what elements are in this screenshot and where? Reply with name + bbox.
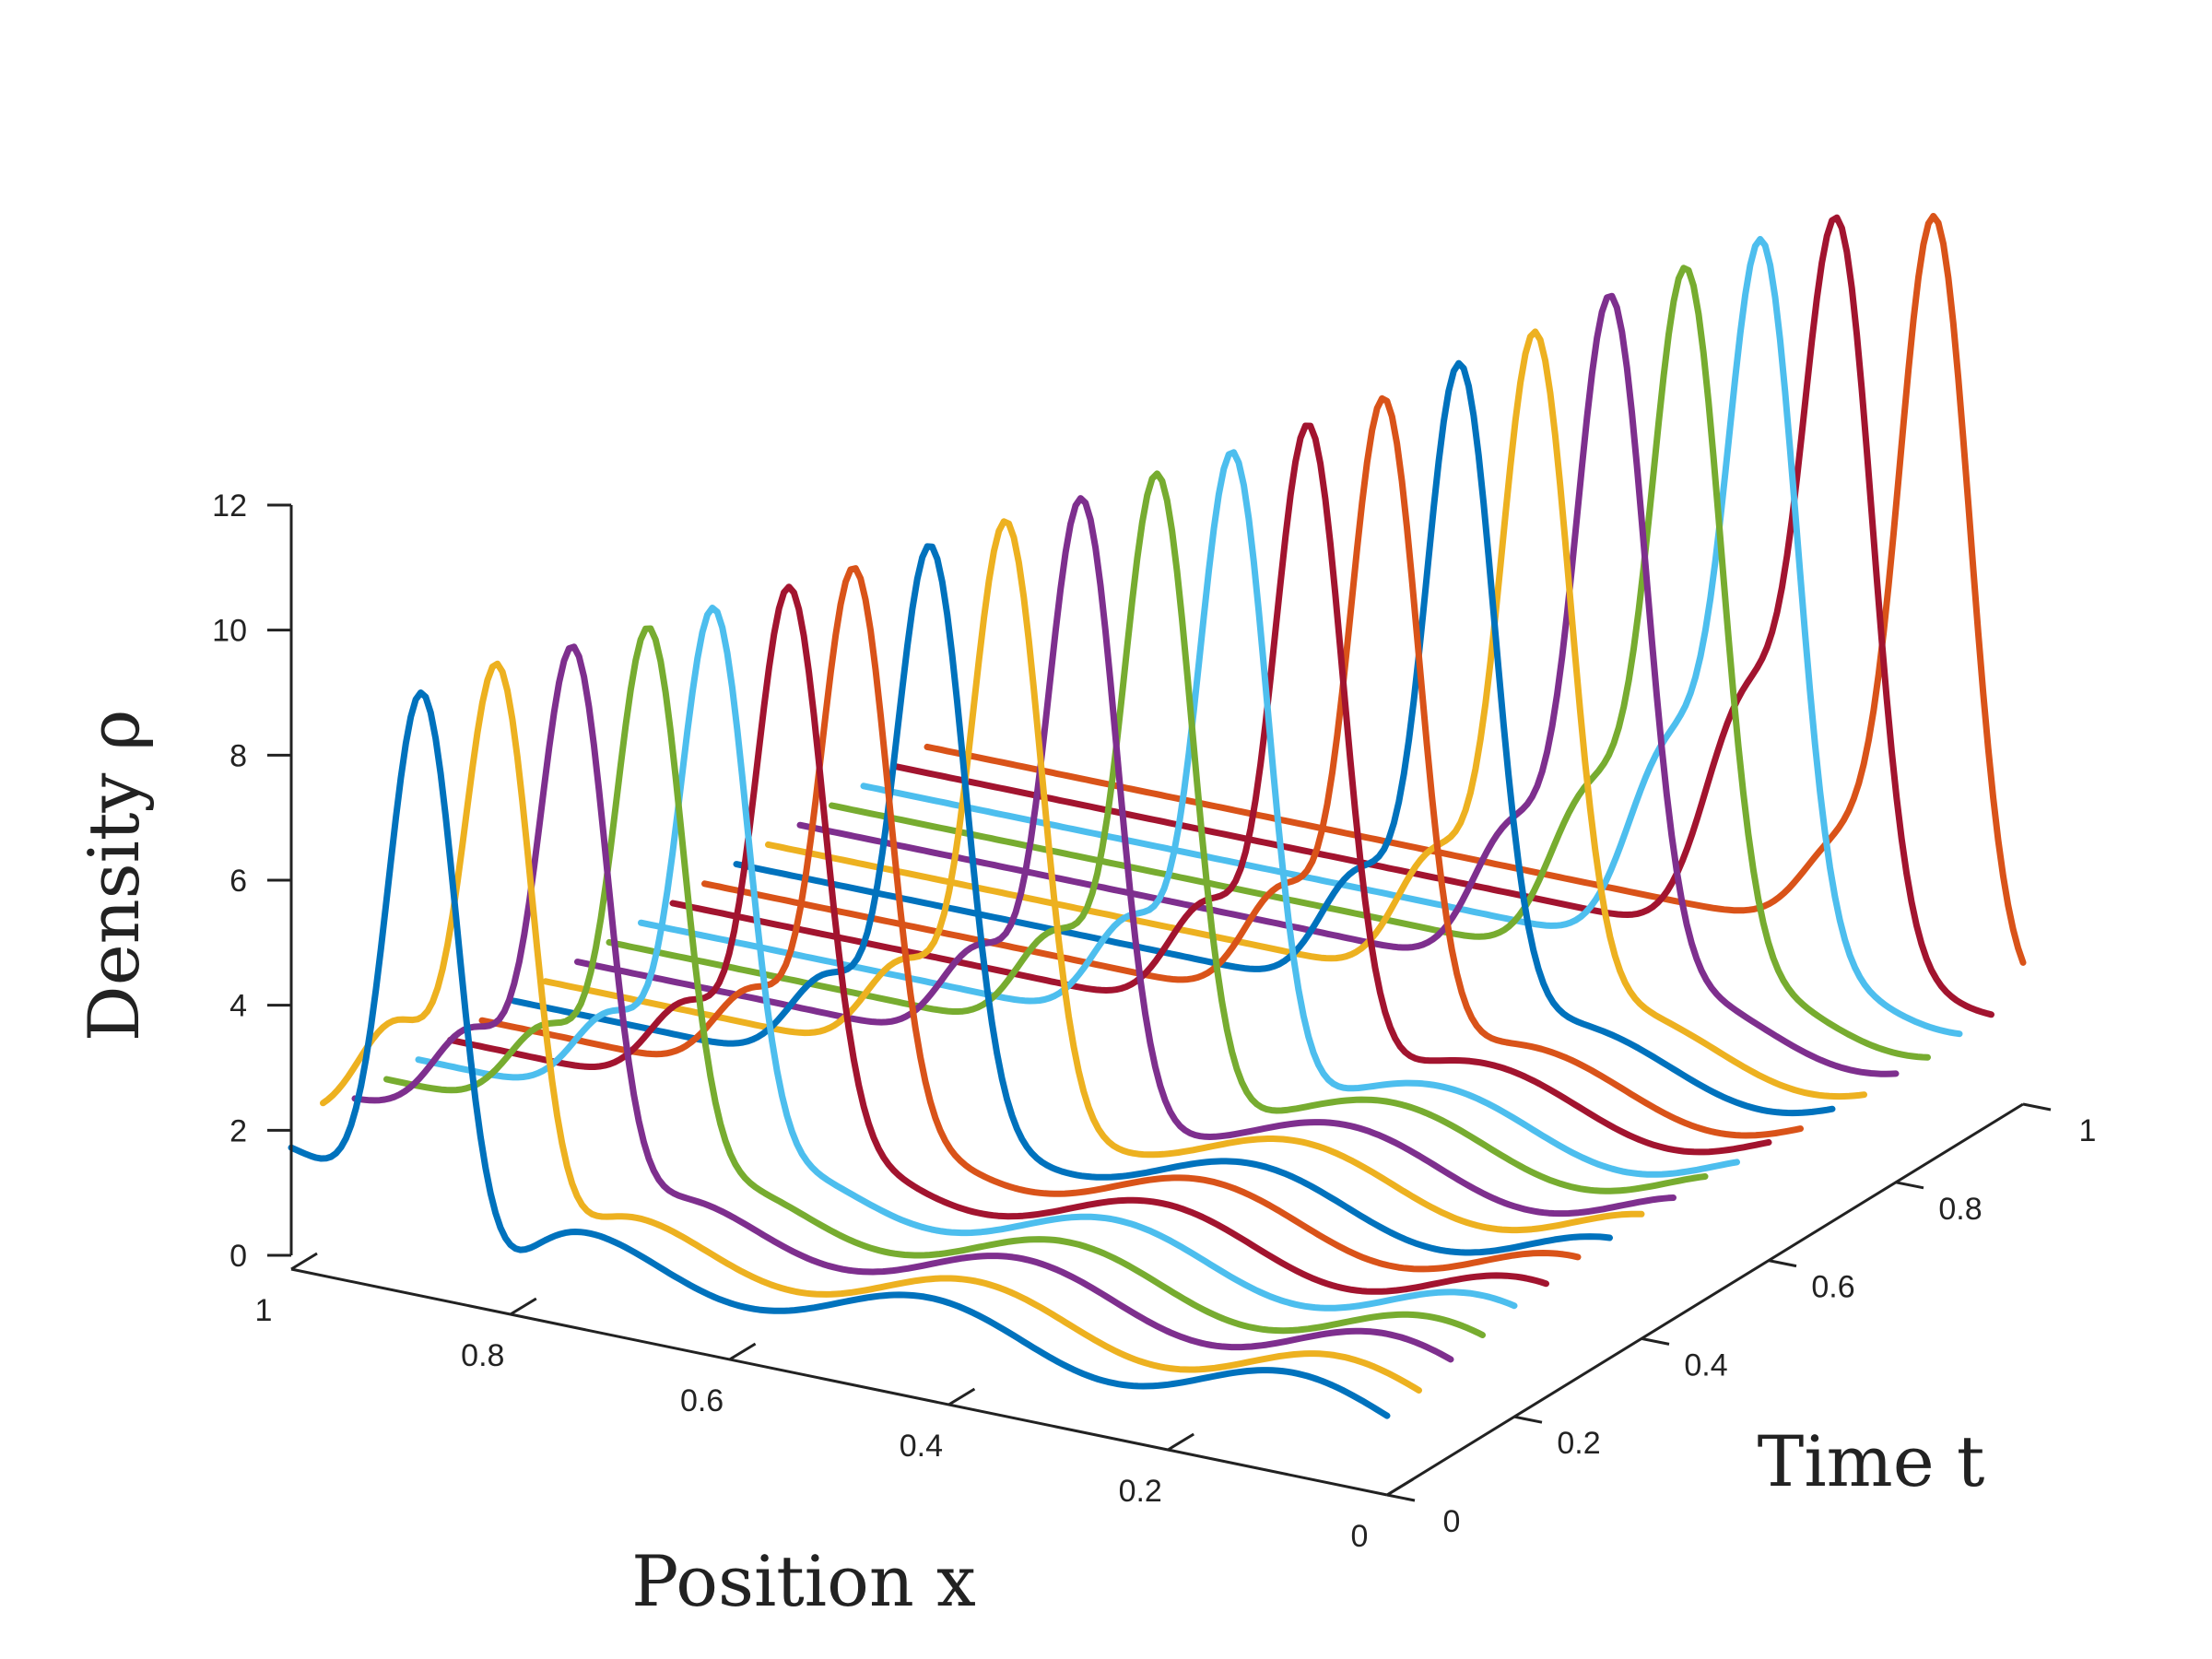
x-tick-label: 0.8 bbox=[461, 1338, 504, 1373]
x-axis-line bbox=[290, 1267, 1388, 1497]
time-tick-label: 0.8 bbox=[1938, 1192, 1982, 1227]
series-line bbox=[701, 394, 1804, 1139]
z-tick-label: 0 bbox=[229, 1239, 247, 1274]
x-tick-label: 0.2 bbox=[1119, 1474, 1162, 1509]
series-line bbox=[669, 422, 1772, 1156]
series-line bbox=[351, 643, 1454, 1363]
x-tick bbox=[728, 1342, 757, 1361]
series-line bbox=[829, 265, 1931, 1061]
z-tick-label: 8 bbox=[229, 738, 247, 773]
series-line bbox=[447, 583, 1549, 1295]
z-tick-label: 2 bbox=[229, 1113, 247, 1148]
x-tick-label: 0.4 bbox=[900, 1429, 943, 1464]
time-tick bbox=[1386, 1493, 1416, 1502]
t-axis-title: Time t bbox=[1758, 1420, 1985, 1502]
time-tick-label: 0.6 bbox=[1811, 1270, 1854, 1305]
x-axis-title: Position x bbox=[631, 1540, 976, 1622]
z-tick-label: 12 bbox=[212, 488, 247, 524]
series-curves bbox=[288, 213, 2027, 1419]
series-line bbox=[478, 565, 1582, 1273]
x-tick bbox=[1386, 1477, 1414, 1497]
ticks bbox=[267, 503, 2052, 1502]
time-tick-label: 0 bbox=[1443, 1504, 1461, 1539]
time-tick bbox=[2022, 1102, 2052, 1112]
time-tick bbox=[1895, 1181, 1924, 1190]
x-tick-label: 0 bbox=[1351, 1519, 1369, 1554]
time-tick-label: 0.2 bbox=[1557, 1426, 1600, 1461]
series-line bbox=[796, 292, 1900, 1077]
series-line bbox=[733, 359, 1836, 1117]
series-line bbox=[383, 625, 1486, 1338]
time-tick bbox=[1768, 1259, 1797, 1268]
time-tick bbox=[1641, 1336, 1670, 1346]
x-tick bbox=[290, 1252, 318, 1271]
x-tick-label: 0.6 bbox=[680, 1383, 724, 1418]
z-tick-label: 6 bbox=[229, 864, 247, 899]
x-tick-label: 1 bbox=[255, 1293, 273, 1328]
x-tick bbox=[947, 1387, 976, 1406]
t-axis-line bbox=[1386, 1102, 2024, 1497]
x-tick bbox=[1167, 1432, 1194, 1452]
series-line bbox=[606, 470, 1709, 1194]
z-axis-title: Density ρ bbox=[73, 710, 155, 1041]
series-line bbox=[288, 689, 1391, 1419]
z-tick-label: 4 bbox=[229, 989, 247, 1024]
time-tick bbox=[1513, 1415, 1543, 1424]
series-line bbox=[574, 495, 1677, 1218]
x-tick bbox=[510, 1297, 537, 1316]
series-line bbox=[638, 449, 1740, 1178]
time-tick-label: 1 bbox=[2079, 1113, 2097, 1148]
series-line bbox=[415, 605, 1518, 1312]
series-line bbox=[542, 518, 1645, 1234]
time-tick-label: 0.4 bbox=[1684, 1347, 1727, 1382]
z-tick-label: 10 bbox=[212, 614, 247, 649]
series-line bbox=[320, 660, 1422, 1394]
